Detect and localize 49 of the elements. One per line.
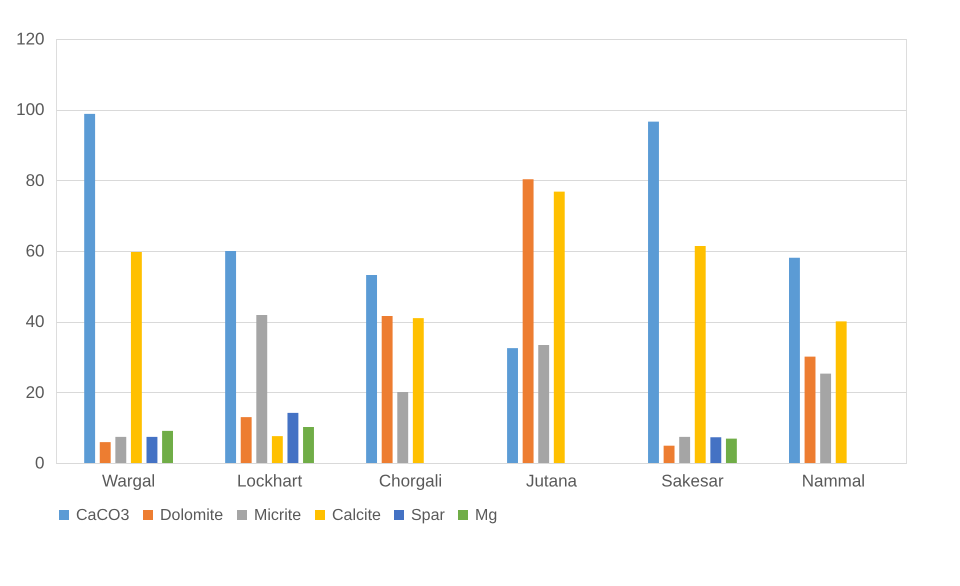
bar — [240, 417, 252, 463]
bar — [225, 251, 236, 463]
bar — [115, 436, 126, 463]
bar — [256, 314, 268, 463]
y-tick-label: 40 — [26, 312, 44, 332]
bar — [146, 436, 158, 463]
y-tick-label: 120 — [16, 30, 44, 48]
x-tick-label: Chorgali — [378, 472, 442, 490]
y-tick-label: 100 — [16, 100, 44, 120]
bar — [820, 374, 832, 463]
x-tick-label: Lockhart — [236, 472, 302, 490]
bar — [397, 392, 408, 463]
bar — [836, 321, 847, 463]
bar — [366, 275, 378, 463]
bar — [382, 316, 393, 463]
legend-label: Spar — [411, 507, 446, 524]
bar — [287, 412, 298, 463]
y-tick-label: 60 — [26, 242, 44, 260]
x-tick-label: Nammal — [802, 472, 866, 490]
y-tick-label: 80 — [26, 170, 44, 190]
bar — [664, 446, 675, 463]
x-tick-label: Wargal — [102, 472, 156, 490]
legend-label: Micrite — [254, 507, 302, 524]
bar — [100, 442, 111, 463]
bar — [554, 192, 565, 463]
bar — [710, 437, 722, 463]
legend-label: Mg — [475, 507, 498, 524]
bar — [272, 436, 283, 463]
bar — [162, 430, 173, 463]
legend-label: Dolomite — [160, 507, 224, 524]
y-tick-label: 0 — [35, 454, 44, 472]
bar — [522, 179, 534, 463]
x-tick-label: Sakesar — [661, 472, 724, 490]
bar — [84, 114, 96, 463]
bar — [507, 348, 518, 463]
bar — [726, 438, 737, 463]
bar — [694, 246, 706, 463]
legend-label: Calcite — [332, 507, 382, 524]
bar — [538, 344, 550, 463]
x-tick-label: Jutana — [526, 472, 578, 490]
bar — [679, 436, 690, 463]
bar — [130, 252, 142, 463]
bar — [412, 318, 424, 463]
bar — [789, 258, 800, 463]
legend-label: CaCO3 — [76, 507, 130, 524]
bar — [303, 426, 314, 463]
bar — [804, 356, 816, 463]
y-tick-label: 20 — [26, 382, 44, 402]
bar — [648, 122, 659, 463]
